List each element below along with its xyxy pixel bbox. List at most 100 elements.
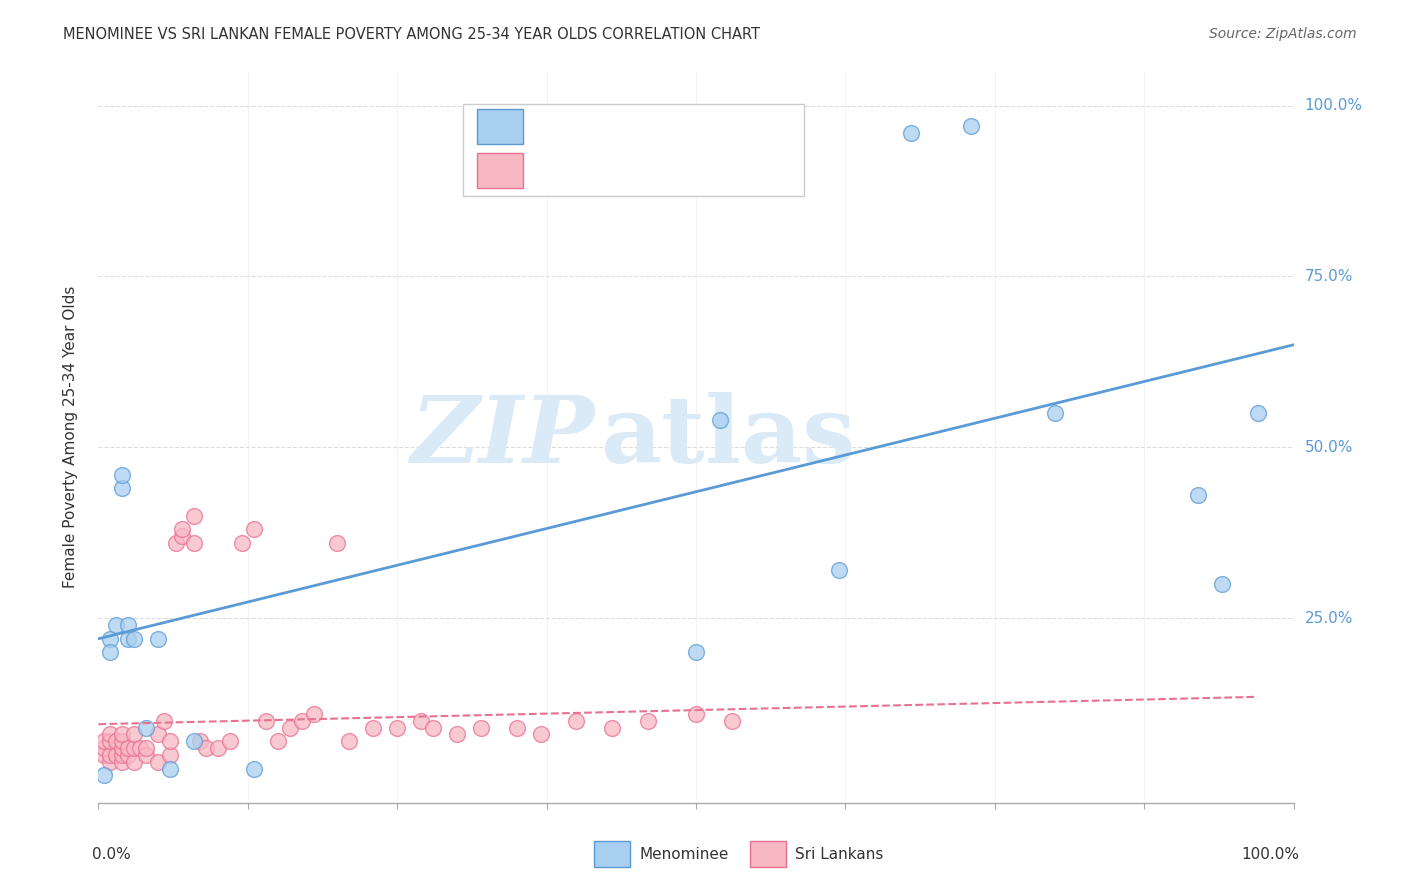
Text: atlas: atlas (600, 392, 856, 482)
Point (530, 727, 553, 741)
Point (243, 522, 266, 536)
Point (159, 734, 181, 748)
Point (165, 536, 187, 550)
Point (98, 727, 122, 741)
Point (960, 119, 983, 133)
Text: 50.0%: 50.0% (1305, 440, 1353, 455)
Point (159, 762, 181, 776)
Point (470, 721, 492, 735)
Point (1211, 577, 1233, 591)
Point (207, 741, 229, 756)
Point (159, 747, 181, 762)
Point (231, 536, 253, 550)
Point (602, 721, 624, 735)
Point (93, 734, 115, 748)
Point (243, 762, 266, 776)
Point (183, 536, 205, 550)
FancyBboxPatch shape (595, 841, 630, 867)
Text: 0.0%: 0.0% (93, 847, 131, 862)
Point (685, 645, 707, 659)
Text: MENOMINEE VS SRI LANKAN FEMALE POVERTY AMONG 25-34 YEAR OLDS CORRELATION CHART: MENOMINEE VS SRI LANKAN FEMALE POVERTY A… (63, 27, 761, 42)
Point (172, 529, 194, 543)
Point (105, 618, 128, 632)
Point (111, 734, 134, 748)
Text: Sri Lankans: Sri Lankans (796, 847, 883, 862)
Point (98, 747, 122, 762)
Point (117, 618, 139, 632)
Point (111, 467, 134, 482)
FancyBboxPatch shape (477, 153, 523, 187)
Point (93, 747, 115, 762)
Point (117, 632, 139, 646)
Point (828, 563, 851, 577)
Point (98, 645, 122, 659)
Point (900, 126, 922, 140)
Text: Source: ZipAtlas.com: Source: ZipAtlas.com (1209, 27, 1357, 41)
Text: 25.0%: 25.0% (1305, 611, 1353, 625)
Point (637, 714, 659, 728)
Point (291, 714, 314, 728)
Point (188, 734, 211, 748)
Point (124, 727, 146, 741)
Y-axis label: Female Poverty Among 25-34 Year Olds: Female Poverty Among 25-34 Year Olds (63, 286, 77, 588)
Point (135, 747, 157, 762)
Point (411, 714, 433, 728)
Point (446, 727, 468, 741)
Point (105, 747, 128, 762)
Point (1247, 406, 1270, 420)
Point (183, 508, 205, 523)
Point (721, 714, 744, 728)
Point (172, 522, 194, 536)
Point (135, 741, 157, 756)
Point (111, 481, 134, 495)
Point (709, 413, 731, 427)
Text: R = 0.061   N = 58: R = 0.061 N = 58 (541, 161, 710, 179)
FancyBboxPatch shape (749, 841, 786, 867)
Point (93, 741, 115, 756)
Point (326, 536, 349, 550)
Point (183, 734, 205, 748)
Point (302, 706, 325, 721)
Point (1187, 488, 1209, 502)
Point (124, 755, 146, 769)
Point (93, 768, 115, 782)
Point (98, 755, 122, 769)
Point (153, 714, 176, 728)
Point (148, 632, 170, 646)
Point (195, 741, 218, 756)
Point (278, 721, 301, 735)
Point (135, 721, 157, 735)
Text: R = 0.493   N = 23: R = 0.493 N = 23 (541, 117, 711, 136)
Point (506, 721, 529, 735)
Point (117, 741, 139, 756)
Point (98, 734, 122, 748)
Point (1043, 406, 1066, 420)
Point (124, 632, 146, 646)
Point (254, 714, 277, 728)
Point (565, 714, 588, 728)
Point (148, 727, 170, 741)
Text: 100.0%: 100.0% (1241, 847, 1299, 862)
Point (117, 747, 139, 762)
Point (98, 632, 122, 646)
FancyBboxPatch shape (463, 104, 804, 195)
Point (124, 741, 146, 756)
Point (148, 755, 170, 769)
Point (111, 747, 134, 762)
Point (111, 727, 134, 741)
Point (105, 734, 128, 748)
Text: ZIP: ZIP (411, 392, 595, 482)
FancyBboxPatch shape (477, 109, 523, 144)
Point (363, 721, 385, 735)
Point (385, 721, 409, 735)
Point (111, 755, 134, 769)
Point (129, 741, 152, 756)
Point (267, 734, 290, 748)
Point (685, 706, 707, 721)
Text: Menominee: Menominee (640, 847, 730, 862)
Text: 75.0%: 75.0% (1305, 268, 1353, 284)
Text: 100.0%: 100.0% (1305, 98, 1362, 113)
Point (219, 734, 242, 748)
Point (339, 734, 361, 748)
Point (422, 721, 444, 735)
